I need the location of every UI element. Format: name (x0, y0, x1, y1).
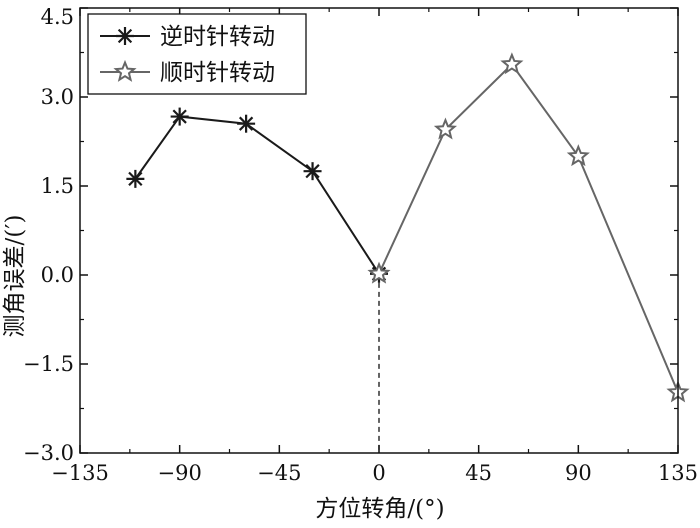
y-tick-label: −3.0 (23, 441, 74, 465)
x-tick-label: −90 (158, 461, 202, 485)
x-tick-label: 45 (465, 461, 492, 485)
x-tick-label: −45 (257, 461, 301, 485)
legend-item-1: 逆时针转动 (100, 24, 275, 50)
legend-label: 顺时针转动 (160, 60, 275, 86)
y-tick-label: 3.0 (41, 85, 74, 109)
series-1 (126, 107, 388, 283)
data-point-asterisk (170, 107, 189, 126)
data-point-star (566, 144, 590, 167)
data-point-star (113, 59, 137, 82)
asterisk-stroke (305, 164, 320, 179)
x-tick-label: 135 (658, 461, 698, 485)
data-point-asterisk (126, 169, 145, 188)
asterisk-stroke (128, 171, 143, 187)
y-tick-label: −1.5 (23, 352, 74, 376)
series-2 (367, 52, 690, 403)
series-line (134, 115, 380, 275)
legend-item-2: 顺时针转动 (100, 59, 275, 86)
asterisk-stroke (238, 116, 254, 131)
y-tick-label: 1.5 (41, 174, 74, 198)
x-tick-label: −135 (51, 461, 109, 485)
data-point-star (500, 52, 524, 75)
data-point-star (367, 261, 391, 284)
data-point-asterisk (303, 162, 322, 181)
plot-area (126, 52, 690, 453)
x-axis-title: 方位转角/(°) (315, 496, 444, 522)
x-tick-label: 0 (372, 461, 385, 485)
asterisk-stroke (117, 28, 133, 44)
asterisk-stroke (172, 109, 187, 124)
data-point-asterisk (116, 27, 134, 45)
legend-label: 逆时针转动 (160, 24, 275, 50)
series-line (378, 62, 679, 393)
data-point-asterisk (237, 114, 256, 133)
y-tick-label: 4.5 (41, 5, 74, 29)
axes: −135 −90 −45 0 45 90 135 −3.0 −1.5 0.0 1.5 3.0 4.5 (23, 5, 698, 485)
data-point-star (433, 117, 458, 140)
y-axis-title: 测角误差/(′) (2, 215, 28, 338)
y-tick-label: 0.0 (41, 263, 74, 287)
x-tick-label: 90 (565, 461, 592, 485)
